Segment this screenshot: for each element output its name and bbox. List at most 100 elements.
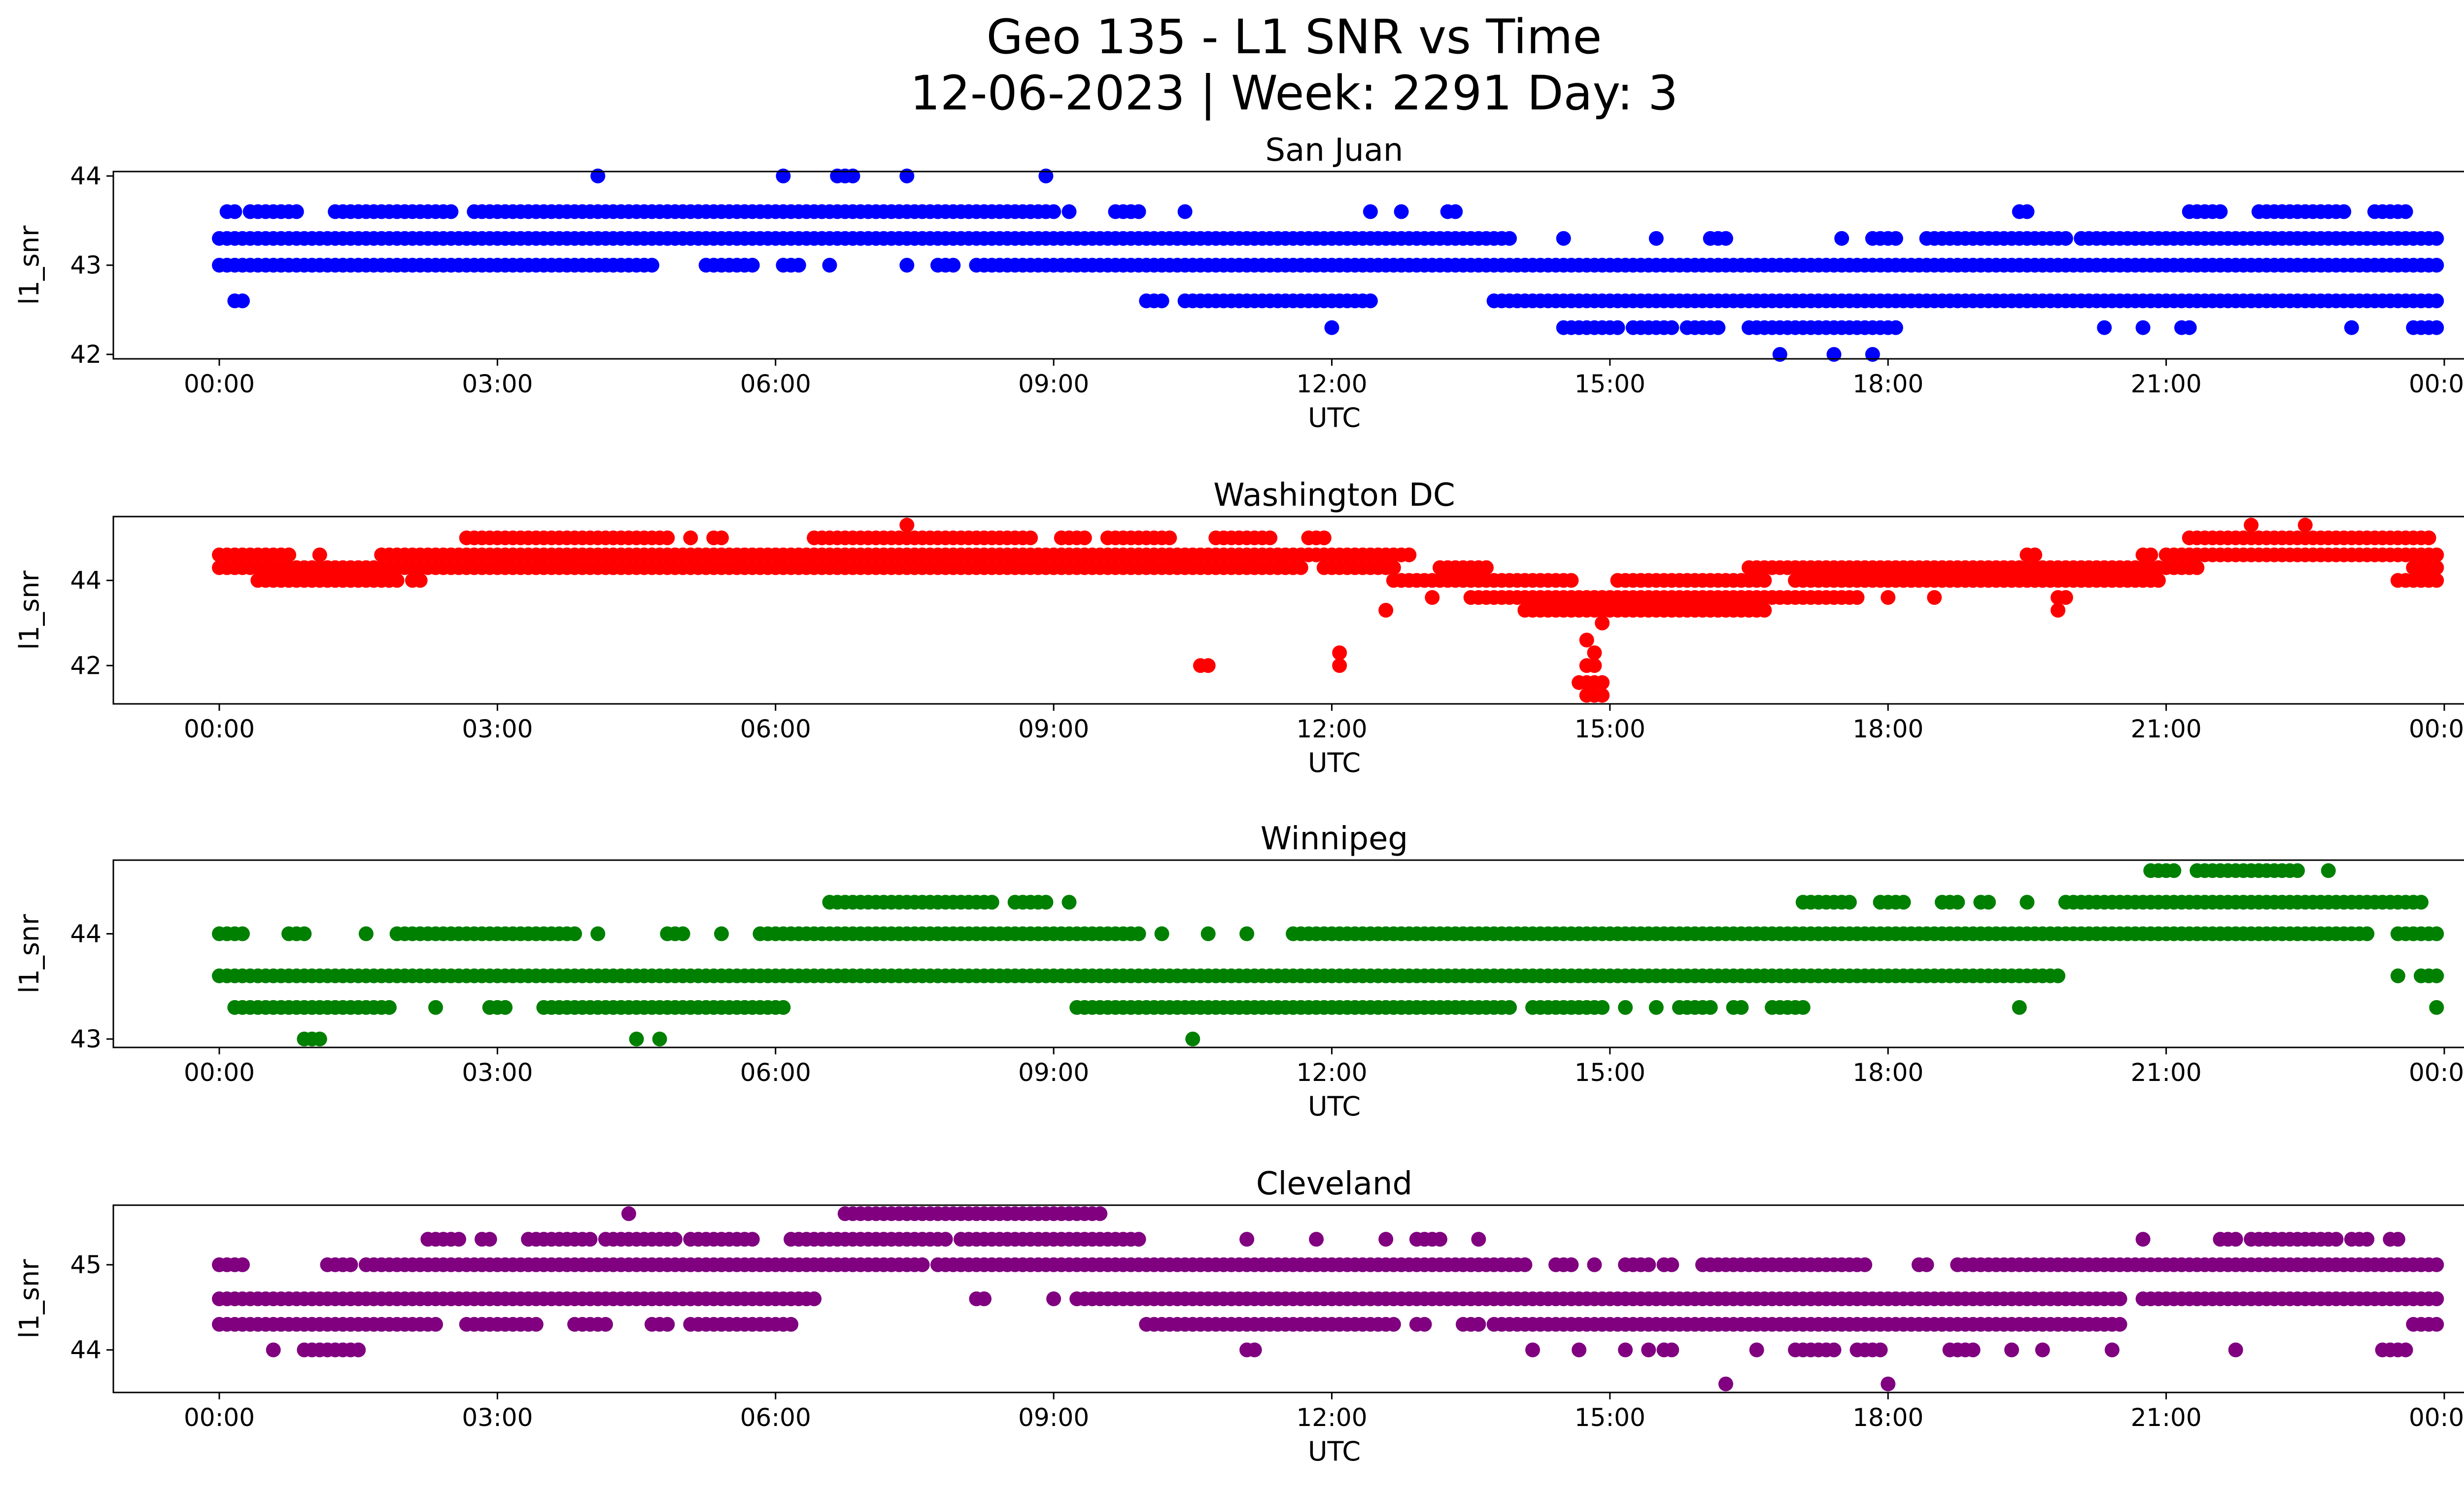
data-point	[1239, 926, 1255, 941]
data-point	[2051, 968, 2066, 983]
x-tick-label: 00:00	[184, 1403, 255, 1432]
data-point	[2398, 1342, 2413, 1357]
x-tick-label: 09:00	[1018, 1403, 1089, 1432]
data-point	[1734, 1000, 1749, 1015]
data-point	[1564, 1257, 1579, 1272]
data-point	[1881, 1376, 1896, 1391]
y-tick-label: 42	[70, 340, 102, 369]
data-point	[1795, 1000, 1811, 1015]
data-point	[2429, 1000, 2444, 1015]
data-point	[1263, 530, 1278, 546]
data-point	[807, 1291, 822, 1306]
data-point	[1641, 1257, 1656, 1272]
data-point	[1579, 632, 1594, 648]
data-point	[2244, 518, 2259, 533]
data-point	[2344, 320, 2359, 335]
data-point	[1757, 603, 1772, 618]
data-point	[281, 547, 297, 562]
data-point	[1131, 1232, 1146, 1247]
data-point	[1200, 926, 1216, 941]
data-point	[2429, 293, 2444, 309]
data-point	[1293, 560, 1308, 575]
data-point	[1749, 1342, 1764, 1357]
data-point	[977, 1291, 992, 1306]
scatter-points	[212, 1206, 2444, 1391]
axes-frame	[112, 1204, 2464, 1393]
data-point	[2390, 968, 2405, 983]
data-point	[1061, 204, 1077, 219]
data-point	[351, 1342, 366, 1357]
data-point	[2019, 895, 2035, 910]
data-point	[1402, 547, 1417, 562]
data-point	[2058, 590, 2073, 605]
data-point	[2135, 1232, 2151, 1247]
data-point	[1077, 530, 1092, 546]
x-tick-label: 00:00	[184, 370, 255, 398]
y-axis-label: l1_snr	[14, 914, 45, 994]
x-tick-label: 15:00	[1574, 370, 1645, 398]
data-point	[444, 204, 459, 219]
data-point	[621, 1206, 636, 1221]
data-point	[1950, 895, 1965, 910]
data-point	[899, 258, 915, 273]
data-point	[428, 1000, 443, 1015]
data-point	[2336, 204, 2352, 219]
x-tick-label: 06:00	[740, 370, 811, 398]
data-point	[1873, 1342, 1888, 1357]
y-tick-label: 43	[70, 251, 102, 279]
data-point	[1332, 658, 1347, 673]
subplot-title: Winnipeg	[1261, 821, 1408, 857]
data-point	[1564, 573, 1579, 588]
data-point	[1664, 1342, 1679, 1357]
data-point	[482, 1232, 497, 1247]
data-point	[2228, 1342, 2243, 1357]
data-point	[297, 926, 312, 941]
data-point	[1417, 1317, 1432, 1332]
data-point	[1664, 1257, 1679, 1272]
data-point	[1849, 590, 1865, 605]
data-point	[2027, 547, 2043, 562]
data-point	[1239, 1232, 1255, 1247]
data-point	[358, 926, 374, 941]
data-point	[1061, 895, 1077, 910]
data-point	[776, 1000, 791, 1015]
data-point	[1177, 204, 1193, 219]
x-tick-label: 03:00	[462, 1058, 533, 1087]
data-point	[1965, 1342, 1981, 1357]
data-point	[822, 258, 837, 273]
data-point	[1718, 1376, 1733, 1391]
data-point	[2097, 320, 2112, 335]
y-tick-label: 43	[70, 1025, 102, 1053]
data-point	[2398, 204, 2413, 219]
x-tick-label: 00:00	[2409, 370, 2464, 398]
data-point	[582, 1232, 598, 1247]
data-point	[899, 518, 915, 533]
data-point	[2429, 258, 2444, 273]
x-tick-label: 12:00	[1296, 1403, 1367, 1432]
data-point	[675, 926, 690, 941]
x-tick-label: 18:00	[1852, 1058, 1923, 1087]
x-tick-label: 06:00	[740, 1403, 811, 1432]
data-point	[1247, 1342, 1262, 1357]
data-point	[381, 1000, 397, 1015]
data-point	[660, 1317, 675, 1332]
x-tick-label: 00:00	[2409, 1058, 2464, 1087]
data-point	[1038, 895, 1054, 910]
data-point	[1919, 1257, 1934, 1272]
x-tick-label: 15:00	[1574, 1403, 1645, 1432]
x-tick-label: 00:00	[184, 1058, 255, 1087]
data-point	[984, 895, 999, 910]
x-tick-label: 15:00	[1574, 715, 1645, 743]
data-point	[2112, 1317, 2127, 1332]
data-point	[451, 1232, 466, 1247]
x-axis-label: UTC	[1308, 402, 1361, 433]
x-tick-label: 15:00	[1574, 1058, 1645, 1087]
scatter-points	[212, 863, 2444, 1046]
data-point	[2151, 573, 2166, 588]
data-point	[1324, 320, 1339, 335]
subplot-san-juan: San Juan 00:00 03:00 06:00 09:00 12:00 15:00 18…	[14, 132, 2464, 433]
data-point	[1425, 590, 1440, 605]
x-axis-label: UTC	[1308, 747, 1361, 778]
data-point	[227, 204, 242, 219]
